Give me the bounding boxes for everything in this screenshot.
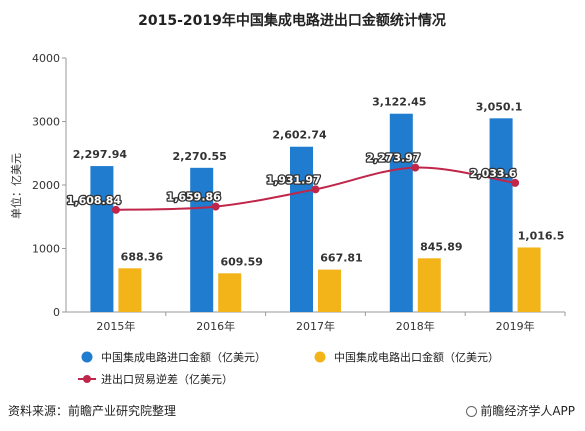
import-bar [489,118,513,312]
data-labels: 2,297.94 2,270.55 2,602.74 3,122.45 3,050.1 6… [65,96,565,269]
legend-swatch [81,351,93,363]
deficit-point [311,185,320,194]
legend: 中国集成电路进口金额（亿美元） 中国集成电路出口金额（亿美元） 进出口贸易逆差（亿美… [78,350,499,386]
export-value-label: 1,016.5 [518,229,565,242]
deficit-value-label: 2,273.97 [366,152,420,165]
x-tick-label: 2019年 [496,319,535,333]
source-note: 资料来源：前瞻产业研究院整理 [8,404,177,418]
bars [90,113,541,312]
axes: 0 1000 2000 3000 4000 2015年 2016年 2017年 2018年 201… [32,52,566,333]
x-tick-label: 2018年 [396,319,435,333]
import-bar [389,113,413,312]
import-bar [190,167,214,312]
export-bar [417,258,441,312]
export-bar [118,268,142,312]
export-value-label: 609.59 [220,255,262,268]
export-bar [517,247,541,312]
deficit-line [111,163,520,214]
export-bar [218,273,242,312]
deficit-point [511,178,520,187]
import-bar [290,146,313,312]
legend-label: 进出口贸易逆差（亿美元） [101,372,233,386]
legend-swatch [314,351,326,363]
export-bar [318,269,341,312]
deficit-point [411,163,420,172]
deficit-point [211,202,220,211]
x-tick-label: 2017年 [296,319,335,333]
brand-text: 前瞻经济学人APP [480,404,575,418]
x-tick-label: 2015年 [96,319,135,333]
export-value-label: 667.81 [320,252,362,265]
import-value-label: 3,050.1 [476,100,523,113]
deficit-point [111,205,120,214]
import-value-label: 2,270.55 [173,150,227,163]
brand: 前瞻经济学人APP [466,402,575,419]
import-value-label: 2,297.94 [73,148,128,161]
import-value-label: 3,122.45 [372,96,426,109]
y-tick-label: 0 [53,306,60,319]
y-tick-label: 4000 [32,52,60,65]
x-tick-label: 2016年 [196,319,235,333]
brand-logo-icon [466,406,478,417]
y-axis-label: 单位：亿美元 [9,153,23,219]
export-value-label: 688.36 [121,250,164,263]
deficit-value-label: 2,033.6 [470,167,517,180]
legend-label: 中国集成电路进口金额（亿美元） [101,350,266,364]
y-tick-label: 3000 [32,116,60,129]
legend-label: 中国集成电路出口金额（亿美元） [334,350,499,364]
chart-title: 2015-2019年中国集成电路进出口金额统计情况 [138,12,446,29]
deficit-value-label: 1,659.86 [167,191,222,204]
deficit-value-label: 1,608.84 [67,194,122,207]
import-value-label: 2,602.74 [272,129,327,142]
y-tick-label: 2000 [32,179,60,192]
y-tick-label: 1000 [32,243,60,256]
import-bar [90,166,114,312]
legend-line-marker [83,375,91,383]
export-value-label: 845.89 [420,240,462,253]
deficit-value-label: 1,931.97 [266,173,320,186]
